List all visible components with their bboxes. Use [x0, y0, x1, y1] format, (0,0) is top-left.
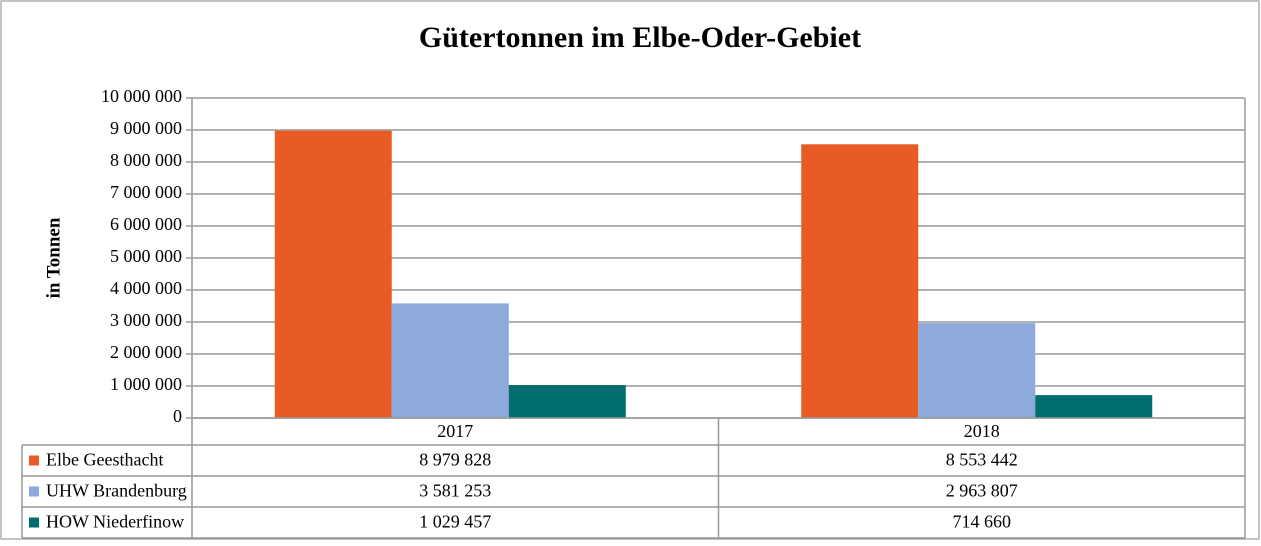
y-axis-title: in Tonnen: [43, 217, 64, 298]
table-value: 2 963 807: [946, 481, 1018, 501]
legend-label: UHW Brandenburg: [46, 481, 187, 501]
legend-swatch: [29, 486, 39, 497]
bar: [508, 385, 626, 418]
bar: [391, 303, 509, 418]
table-value: 714 660: [953, 512, 1012, 532]
x-tick-label: 2018: [964, 421, 1000, 441]
legend-swatch: [29, 517, 39, 528]
y-tick-label: 0: [173, 406, 182, 426]
y-tick-label: 4 000 000: [110, 278, 182, 298]
y-tick-label: 7 000 000: [110, 182, 182, 202]
bar: [918, 323, 1036, 418]
table-value: 8 979 828: [419, 450, 491, 470]
y-tick-label: 3 000 000: [110, 310, 182, 330]
chart-title: Gütertonnen im Elbe-Oder-Gebiet: [419, 21, 861, 54]
y-tick-label: 8 000 000: [110, 150, 182, 170]
y-tick-label: 1 000 000: [110, 374, 182, 394]
x-tick-label: 2017: [437, 421, 473, 441]
y-tick-label: 9 000 000: [110, 118, 182, 138]
table-value: 1 029 457: [419, 512, 491, 532]
y-tick-label: 2 000 000: [110, 342, 182, 362]
y-tick-label: 6 000 000: [110, 214, 182, 234]
bar: [1035, 395, 1153, 418]
y-tick-label: 5 000 000: [110, 246, 182, 266]
bar: [801, 144, 919, 418]
legend-swatch: [29, 455, 39, 466]
table-value: 3 581 253: [419, 481, 491, 501]
legend-label: HOW Niederfinow: [46, 512, 184, 532]
bar: [274, 130, 392, 418]
legend-label: Elbe Geesthacht: [46, 450, 163, 470]
table-value: 8 553 442: [946, 450, 1018, 470]
y-tick-label: 10 000 000: [101, 86, 182, 106]
